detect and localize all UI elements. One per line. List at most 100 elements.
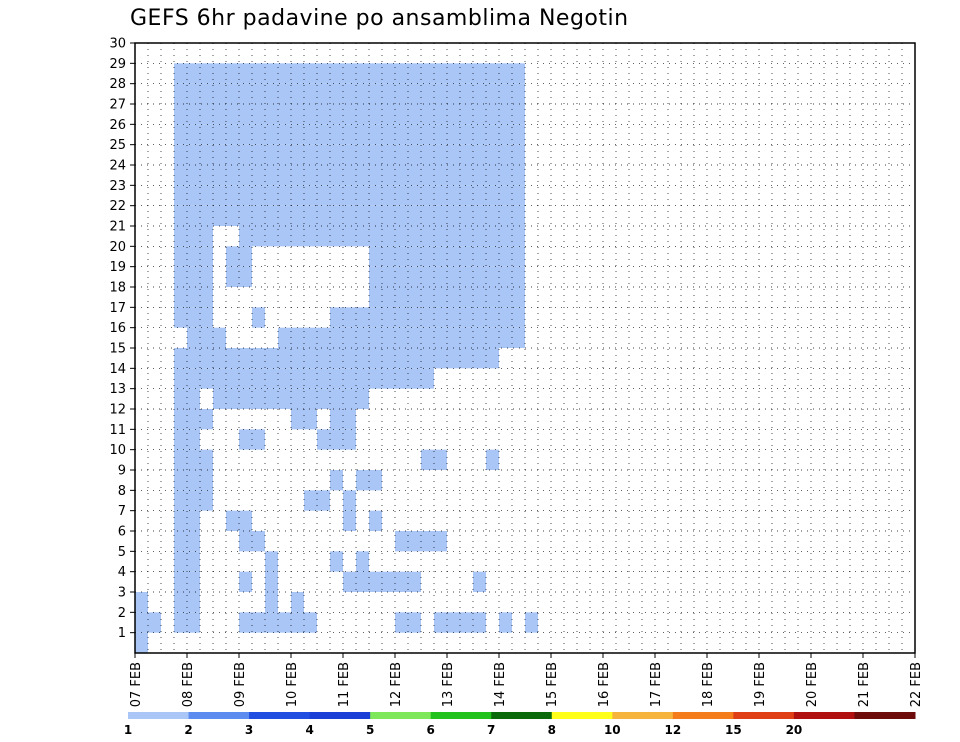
legend-swatch bbox=[612, 712, 674, 719]
heatmap-cell bbox=[408, 83, 421, 104]
heatmap-cell bbox=[408, 246, 421, 267]
heatmap-cell bbox=[512, 104, 525, 125]
heatmap-cell bbox=[187, 490, 200, 511]
heatmap-cell bbox=[486, 246, 499, 267]
heatmap-cell bbox=[382, 571, 395, 592]
heatmap-cell bbox=[473, 307, 486, 328]
heatmap-cell bbox=[421, 327, 434, 348]
heatmap-cell bbox=[486, 266, 499, 287]
heatmap-cell bbox=[382, 327, 395, 348]
y-tick-label: 20 bbox=[109, 240, 126, 255]
heatmap-cell bbox=[265, 368, 278, 389]
heatmap-cell bbox=[200, 409, 213, 430]
heatmap-cell bbox=[200, 470, 213, 491]
heatmap-cell bbox=[304, 490, 317, 511]
y-tick-label: 10 bbox=[109, 443, 126, 458]
heatmap-cell bbox=[265, 83, 278, 104]
heatmap-cell bbox=[434, 144, 447, 165]
heatmap-cell bbox=[473, 226, 486, 247]
heatmap-cell bbox=[499, 327, 512, 348]
heatmap-cell bbox=[239, 144, 252, 165]
heatmap-cell bbox=[356, 144, 369, 165]
heatmap-cell bbox=[473, 124, 486, 145]
y-tick-label: 14 bbox=[109, 362, 126, 377]
heatmap-cell bbox=[304, 205, 317, 226]
heatmap-cell bbox=[278, 124, 291, 145]
heatmap-cell bbox=[369, 63, 382, 84]
heatmap-cell bbox=[473, 571, 486, 592]
heatmap-cell bbox=[473, 612, 486, 633]
heatmap-cell bbox=[174, 571, 187, 592]
heatmap-cell bbox=[317, 226, 330, 247]
heatmap-cell bbox=[135, 592, 148, 613]
heatmap-cell bbox=[174, 83, 187, 104]
heatmap-cell bbox=[447, 104, 460, 125]
heatmap-cell bbox=[213, 165, 226, 186]
heatmap-cell bbox=[317, 144, 330, 165]
x-tick-label: 20 FEB bbox=[805, 662, 820, 707]
heatmap-cell bbox=[317, 327, 330, 348]
y-tick-label: 29 bbox=[109, 57, 126, 72]
y-tick-label: 24 bbox=[109, 159, 126, 174]
heatmap-cell bbox=[460, 246, 473, 267]
heatmap-cell bbox=[356, 307, 369, 328]
heatmap-cell bbox=[512, 165, 525, 186]
heatmap-cell bbox=[499, 205, 512, 226]
heatmap-cell bbox=[252, 388, 265, 409]
heatmap-cell bbox=[382, 368, 395, 389]
heatmap-cell bbox=[330, 348, 343, 369]
heatmap-cell bbox=[265, 388, 278, 409]
heatmap-cell bbox=[213, 124, 226, 145]
heatmap-cell bbox=[187, 510, 200, 531]
heatmap-cell bbox=[434, 327, 447, 348]
heatmap-cell bbox=[265, 612, 278, 633]
heatmap-cell bbox=[226, 63, 239, 84]
y-tick-label: 30 bbox=[109, 37, 126, 52]
heatmap-cell bbox=[187, 348, 200, 369]
heatmap-cell bbox=[252, 185, 265, 206]
heatmap-cell bbox=[369, 571, 382, 592]
heatmap-cell bbox=[486, 104, 499, 125]
heatmap-cell bbox=[382, 144, 395, 165]
heatmap-cell bbox=[460, 63, 473, 84]
grid-layer bbox=[135, 43, 915, 653]
heatmap-cell bbox=[369, 246, 382, 267]
heatmap-cell bbox=[213, 104, 226, 125]
heatmap-cell bbox=[330, 470, 343, 491]
heatmap-cell bbox=[252, 307, 265, 328]
heatmap-cell bbox=[408, 124, 421, 145]
heatmap-cell bbox=[447, 266, 460, 287]
heatmap-cell bbox=[395, 63, 408, 84]
heatmap-cell bbox=[434, 205, 447, 226]
heatmap-cell bbox=[421, 83, 434, 104]
legend-label: 1 bbox=[124, 723, 132, 737]
heatmap-cell bbox=[395, 144, 408, 165]
heatmap-cell bbox=[265, 124, 278, 145]
legend-swatch bbox=[430, 712, 492, 719]
heatmap-cell bbox=[473, 246, 486, 267]
legend-swatch bbox=[672, 712, 734, 719]
heatmap-cell bbox=[356, 104, 369, 125]
legend-label: 4 bbox=[305, 723, 313, 737]
heatmap-cell bbox=[291, 612, 304, 633]
heatmap-cell bbox=[369, 348, 382, 369]
heatmap-cell bbox=[499, 266, 512, 287]
heatmap-cell bbox=[460, 144, 473, 165]
heatmap-cell bbox=[421, 307, 434, 328]
heatmap-cell bbox=[174, 429, 187, 450]
heatmap-cell bbox=[395, 104, 408, 125]
heatmap-cell bbox=[291, 144, 304, 165]
heatmap-cell bbox=[239, 165, 252, 186]
heatmap-cell bbox=[291, 388, 304, 409]
heatmap-cell bbox=[213, 144, 226, 165]
heatmap-cell bbox=[252, 348, 265, 369]
y-tick-label: 27 bbox=[109, 98, 126, 113]
heatmap-cell bbox=[304, 185, 317, 206]
heatmap-cell bbox=[317, 388, 330, 409]
heatmap-cell bbox=[356, 185, 369, 206]
heatmap-cell bbox=[174, 144, 187, 165]
heatmap-cell bbox=[356, 63, 369, 84]
heatmap-cell bbox=[408, 287, 421, 308]
heatmap-cell bbox=[512, 205, 525, 226]
